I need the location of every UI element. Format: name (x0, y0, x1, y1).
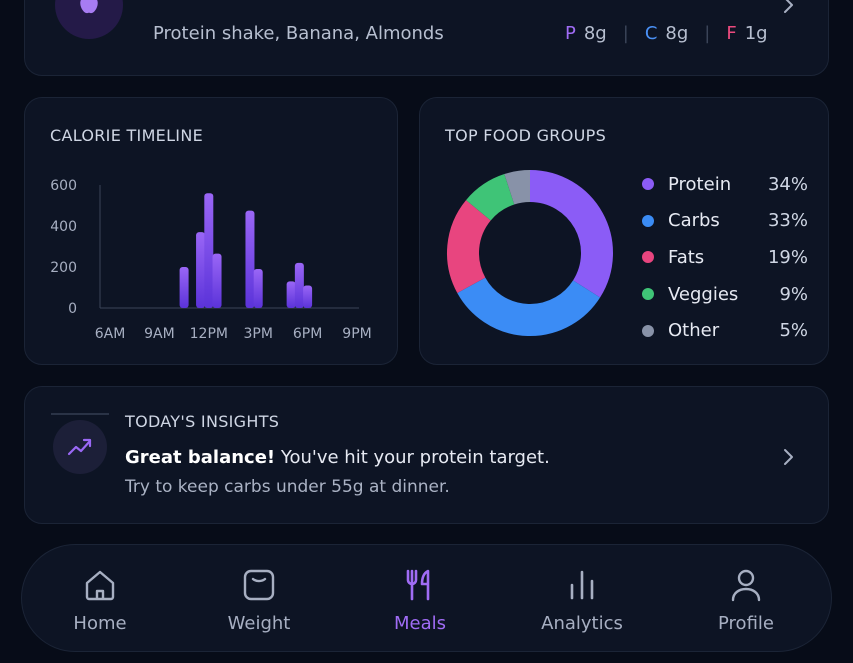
legend-item-veggies: Veggies 9% (642, 276, 808, 313)
legend-label: Other (668, 320, 720, 342)
donut-slice-carbs (457, 276, 601, 336)
user-icon (731, 569, 761, 602)
meal-card[interactable]: Protein shake, Banana, Almonds P 8g | C … (24, 0, 829, 76)
divider: | (622, 23, 629, 44)
food-groups-card: TOP FOOD GROUPS Protein 34% Carbs 33% Fa… (419, 97, 829, 365)
x-tick-label: 9PM (342, 326, 371, 342)
macro-summary: P 8g | C 8g | F 1g (565, 23, 768, 44)
chevron-right-icon[interactable] (778, 0, 798, 19)
x-tick-label: 9AM (144, 326, 175, 342)
insights-message: Great balance! You've hit your protein t… (125, 447, 550, 468)
food-groups-donut (447, 170, 613, 336)
legend-item-protein: Protein 34% (642, 166, 808, 203)
y-tick-label: 400 (50, 219, 77, 235)
calorie-bar (286, 281, 296, 308)
donut-slice-veggies (466, 174, 515, 222)
donut-slice-fats (447, 200, 492, 293)
macro-fat-value: 1g (744, 23, 768, 44)
legend-item-other: Other 5% (642, 312, 808, 349)
donut-slice-other (504, 170, 531, 205)
nav-label-home: Home (73, 613, 127, 634)
legend-value: 19% (767, 246, 808, 268)
bar-chart-icon (570, 570, 594, 600)
x-tick-label: 12PM (190, 326, 228, 342)
food-groups-title: TOP FOOD GROUPS (445, 126, 607, 145)
insights-text: You've hit your protein target. (280, 447, 550, 468)
calorie-timeline-card: CALORIE TIMELINE 600 400 200 0 6AM 9AM 12PM 3PM… (24, 97, 398, 365)
nav-label-analytics: Analytics (541, 613, 623, 634)
legend-label: Veggies (668, 283, 739, 305)
meal-items: Protein shake, Banana, Almonds (153, 23, 444, 44)
legend-dot (642, 214, 654, 227)
legend-item-fats: Fats 19% (642, 239, 808, 276)
calorie-bar (245, 210, 255, 308)
legend-label: Fats (668, 246, 705, 268)
donut-slice-protein (529, 170, 613, 298)
x-tick-label: 6AM (95, 326, 126, 342)
calorie-bar (196, 232, 206, 308)
legend-dot (642, 178, 654, 191)
legend-dot (642, 324, 654, 337)
calorie-bar (212, 253, 222, 308)
x-tick-label: 6PM (293, 326, 322, 342)
nav-item-analytics[interactable]: Analytics (522, 545, 642, 653)
macro-carbs-value: 8g (665, 23, 689, 44)
calorie-bar (294, 262, 304, 308)
nav-item-profile[interactable]: Profile (686, 545, 806, 653)
legend-label: Carbs (668, 210, 720, 232)
legend-value: 33% (767, 210, 808, 232)
x-tick-label: 3PM (243, 326, 272, 342)
legend-item-carbs: Carbs 33% (642, 203, 808, 240)
legend-value: 5% (779, 320, 808, 342)
divider: | (704, 23, 711, 44)
trend-up-icon (53, 420, 107, 474)
nav-label-profile: Profile (718, 613, 774, 634)
food-groups-legend: Protein 34% Carbs 33% Fats 19% Veggies 9… (642, 166, 808, 349)
insights-headline: Great balance! (125, 447, 276, 468)
nav-item-home[interactable]: Home (40, 545, 160, 653)
legend-value: 9% (779, 283, 808, 305)
macro-fat-letter: F (726, 23, 737, 44)
y-tick-label: 0 (68, 301, 77, 317)
nav-label-meals: Meals (393, 613, 446, 634)
divider (51, 413, 109, 415)
calorie-timeline-title: CALORIE TIMELINE (50, 126, 204, 145)
calorie-bar (253, 269, 263, 308)
legend-dot (642, 251, 654, 264)
y-tick-label: 600 (50, 178, 77, 194)
macro-carbs-letter: C (644, 23, 658, 44)
home-icon (85, 570, 115, 601)
legend-dot (642, 288, 654, 301)
calorie-bar (179, 267, 189, 308)
insights-title: TODAY'S INSIGHTS (125, 412, 280, 431)
calorie-timeline-chart: 600 400 200 0 6AM 9AM 12PM 3PM 6PM 9PM (50, 178, 371, 342)
scale-icon (243, 569, 275, 601)
fork-knife-icon (406, 569, 430, 601)
legend-value: 34% (767, 173, 808, 195)
chevron-right-icon[interactable] (778, 447, 798, 471)
nav-label-weight: Weight (227, 613, 291, 634)
insights-tip: Try to keep carbs under 55g at dinner. (125, 477, 450, 497)
macro-protein-value: 8g (583, 23, 607, 44)
legend-label: Protein (668, 173, 732, 195)
insights-card[interactable]: TODAY'S INSIGHTS Great balance! You've h… (24, 386, 829, 524)
nav-item-meals[interactable]: Meals (360, 545, 480, 653)
macro-protein-letter: P (565, 23, 576, 44)
apple-icon (55, 0, 123, 39)
y-tick-label: 200 (50, 260, 77, 276)
calorie-bar (303, 285, 313, 308)
nav-item-weight[interactable]: Weight (199, 545, 319, 653)
calorie-bar (204, 193, 214, 308)
bottom-navigation: Home Weight Meals Analytics Profile (21, 544, 832, 652)
